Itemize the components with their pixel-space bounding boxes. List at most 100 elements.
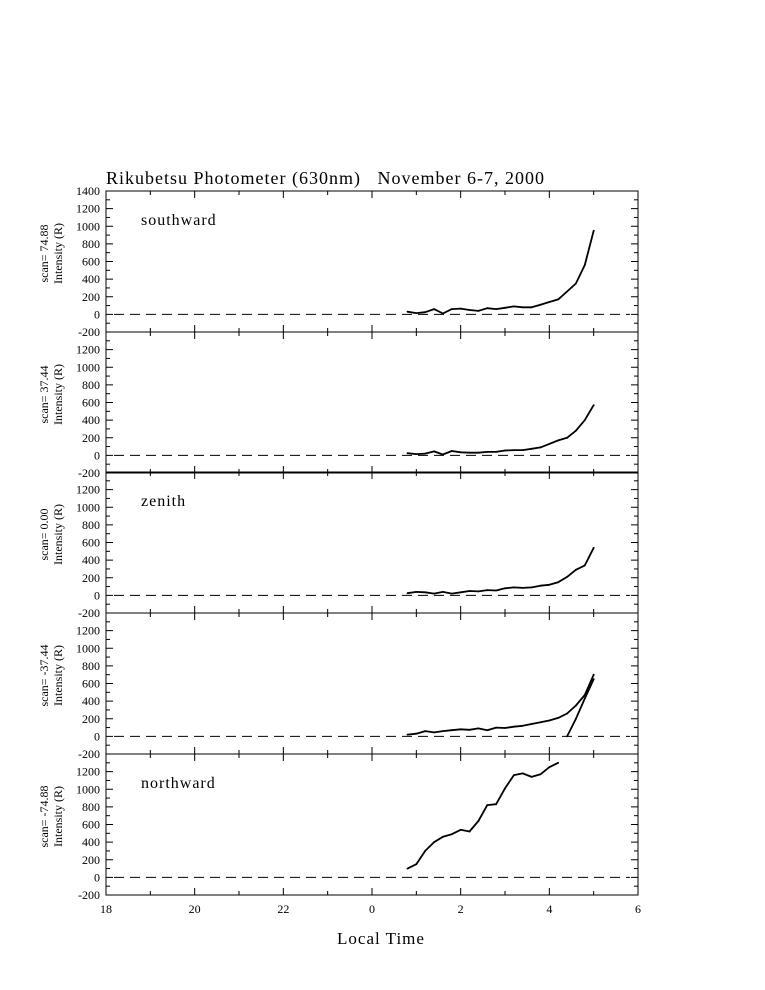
x-tick-label: 2 <box>458 902 464 916</box>
y-tick-label: 800 <box>82 800 100 814</box>
y-tick-label: -200 <box>78 325 100 339</box>
y-tick-label: 200 <box>82 712 100 726</box>
data-point <box>442 730 444 732</box>
data-point <box>415 453 418 455</box>
y-tick-label: 1200 <box>76 343 100 357</box>
x-axis: 18 20 22 0 2 4 6 <box>100 902 641 916</box>
data-point <box>477 451 480 454</box>
data-point <box>530 776 533 778</box>
data-point <box>486 307 489 310</box>
y-tick-label: -200 <box>78 606 100 620</box>
panel-2: -200 0 200 400 600 800 1000 1200 scan= 37.44 Inte… <box>37 331 639 480</box>
data-point <box>495 308 497 310</box>
data-point <box>433 841 435 843</box>
data-point <box>566 290 568 293</box>
data-point <box>583 564 586 567</box>
data-point <box>583 419 586 421</box>
data-point <box>530 586 533 589</box>
y-tick-label: 1200 <box>76 624 100 638</box>
data-point <box>424 850 427 852</box>
data-point <box>592 673 595 676</box>
data-point <box>415 732 418 735</box>
y-tick-label: 600 <box>82 396 100 410</box>
y-tick-label: -200 <box>78 466 100 480</box>
data-point <box>504 306 506 309</box>
x-tick-label: 22 <box>277 902 289 916</box>
y-tick-label: -200 <box>78 888 100 902</box>
y-tick-label: 600 <box>82 255 100 269</box>
scan-angle-label: scan= -74.88 <box>37 785 51 847</box>
data-point <box>504 727 506 729</box>
y-tick-label: 200 <box>82 571 100 585</box>
data-point <box>406 592 409 595</box>
data-point <box>459 828 462 831</box>
x-tick-label: 0 <box>369 902 375 916</box>
data-point <box>521 587 524 589</box>
data-point <box>539 773 542 776</box>
y-tick-label: 200 <box>82 290 100 304</box>
x-tick-label: 4 <box>546 902 552 916</box>
x-tick-label: 20 <box>189 902 201 916</box>
data-point <box>442 312 444 315</box>
data-point <box>513 774 515 776</box>
data-point <box>513 586 515 589</box>
data-point <box>415 312 418 314</box>
data-point <box>592 546 595 549</box>
data-point <box>566 712 568 715</box>
data-point <box>539 721 542 724</box>
data-point <box>477 820 480 822</box>
data-point <box>513 449 515 451</box>
data-point <box>504 587 506 590</box>
data-point <box>557 581 560 584</box>
data-point <box>583 264 586 266</box>
data-point <box>539 446 542 449</box>
data-point <box>433 592 435 595</box>
data-point <box>459 307 462 310</box>
x-tick-label: 6 <box>635 902 641 916</box>
data-point <box>592 404 595 406</box>
data-point <box>459 451 462 454</box>
data-point <box>486 729 489 732</box>
data-point <box>592 229 595 232</box>
y-tick-label: 1200 <box>76 483 100 497</box>
y-tick-label: 1000 <box>76 782 100 796</box>
y-axis-label: Intensity (R) <box>51 504 65 565</box>
data-point <box>513 305 515 308</box>
data-point <box>504 449 506 452</box>
data-point <box>415 863 418 866</box>
y-axis-label: Intensity (R) <box>51 364 65 425</box>
y-tick-label: 400 <box>82 835 100 849</box>
y-axis-label: Intensity (R) <box>51 645 65 706</box>
y-axis-label: Intensity (R) <box>51 223 65 284</box>
data-point <box>477 727 480 730</box>
data-point <box>433 731 435 734</box>
data-point <box>548 443 551 445</box>
data-point <box>486 589 489 591</box>
y-tick-label: 1000 <box>76 641 100 655</box>
data-point <box>495 451 497 453</box>
y-tick-label: 1200 <box>76 765 100 779</box>
data-point <box>424 452 427 455</box>
x-axis-label: Local Time <box>337 929 425 948</box>
panel-1: -200 0 200 400 600 800 1000 1200 1400 scan= 74.88… <box>37 184 639 339</box>
data-point <box>406 452 409 455</box>
y-tick-label: 1200 <box>76 202 100 216</box>
data-point <box>575 704 577 707</box>
data-point <box>521 449 524 451</box>
panel-4: -200 0 200 400 600 800 1000 1200 scan= -37.44 Int… <box>37 612 639 761</box>
data-point <box>539 303 542 306</box>
y-tick-label: 800 <box>82 659 100 673</box>
y-tick-label: 0 <box>94 588 100 602</box>
data-point <box>433 450 435 453</box>
y-tick-label: 800 <box>82 237 100 251</box>
scan-angle-label: scan= 0.00 <box>37 508 51 560</box>
data-point <box>450 833 453 836</box>
data-point <box>415 591 418 593</box>
data-point <box>468 830 471 833</box>
data-point <box>566 436 568 439</box>
y-tick-label: 400 <box>82 694 100 708</box>
y-tick-label: 0 <box>94 870 100 884</box>
data-point <box>557 298 560 301</box>
y-tick-label: 200 <box>82 853 100 867</box>
data-point <box>575 282 577 285</box>
